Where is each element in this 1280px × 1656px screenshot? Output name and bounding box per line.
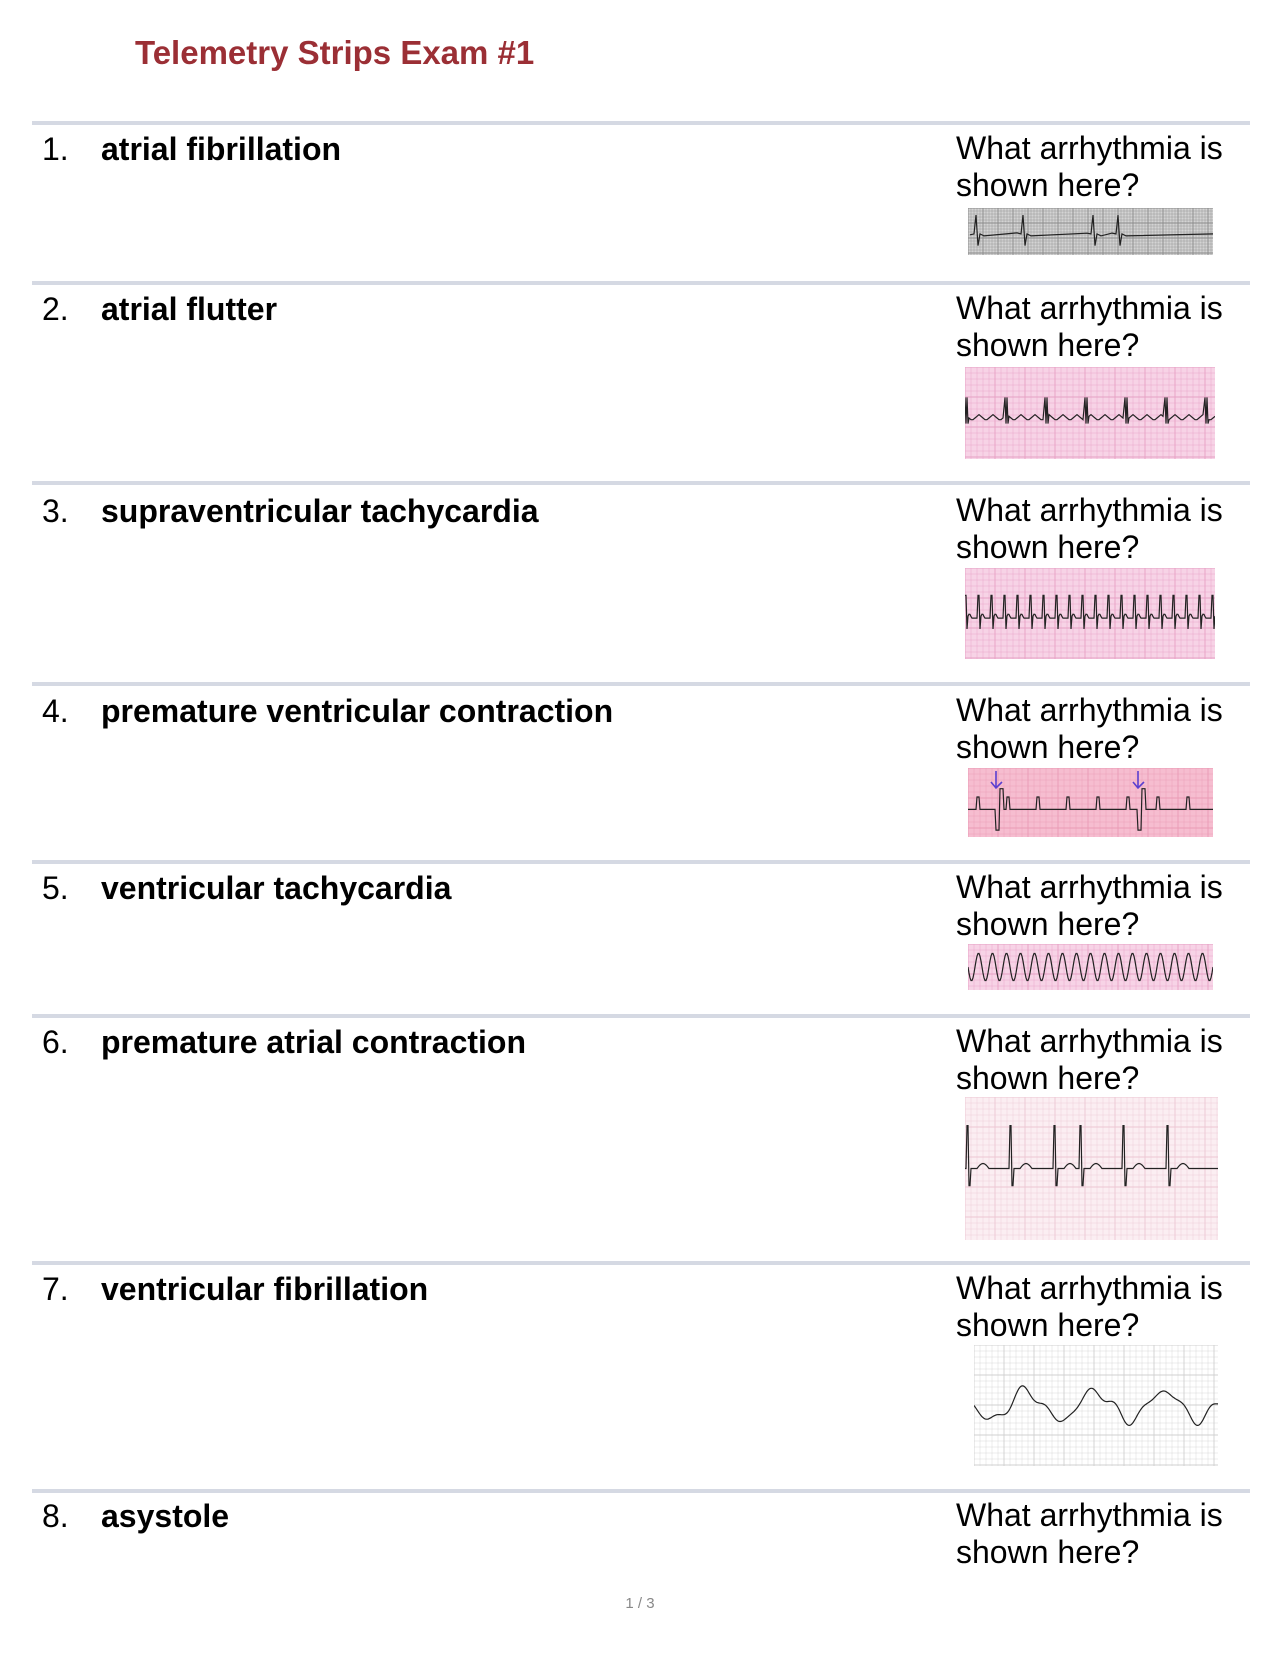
question-number: 4. <box>42 693 69 729</box>
answer-text: premature atrial contraction <box>101 1024 526 1060</box>
row-divider <box>32 682 1250 686</box>
vfib-ecg-strip <box>974 1345 1218 1466</box>
pvc-ecg-strip <box>968 768 1213 837</box>
question-prompt: What arrhythmia is shown here? <box>956 492 1223 565</box>
row-divider <box>32 1261 1250 1265</box>
arrow-icon <box>1132 771 1145 790</box>
answer-text: atrial flutter <box>101 291 278 327</box>
question-prompt: What arrhythmia is shown here? <box>956 869 1223 942</box>
row-divider <box>32 121 1250 125</box>
atrial-fibrillation-ecg-strip <box>968 208 1213 255</box>
question-number: 2. <box>42 291 69 327</box>
question-prompt: What arrhythmia is shown here? <box>956 1023 1223 1096</box>
arrow-icon <box>990 771 1003 790</box>
vtach-ecg-strip <box>968 944 1213 990</box>
svt-ecg-strip <box>965 568 1215 659</box>
question-number: 7. <box>42 1271 69 1307</box>
answer-text: asystole <box>101 1498 230 1534</box>
question-number: 3. <box>42 493 69 529</box>
pac-ecg-strip <box>965 1097 1218 1240</box>
question-number: 6. <box>42 1024 69 1060</box>
question-prompt: What arrhythmia is shown here? <box>956 1497 1223 1570</box>
answer-text: premature ventricular contraction <box>101 693 614 729</box>
question-prompt: What arrhythmia is shown here? <box>956 1270 1223 1343</box>
answer-text: supraventricular tachycardia <box>101 493 539 529</box>
row-divider <box>32 281 1250 285</box>
question-prompt: What arrhythmia is shown here? <box>956 130 1223 203</box>
row-divider <box>32 481 1250 485</box>
answer-text: ventricular tachycardia <box>101 870 452 906</box>
answer-text: atrial fibrillation <box>101 131 342 167</box>
row-divider <box>32 1489 1250 1493</box>
page-indicator: 1 / 3 <box>625 1595 655 1612</box>
row-divider <box>32 1014 1250 1018</box>
atrial-flutter-ecg-strip <box>965 367 1215 459</box>
page-title: Telemetry Strips Exam #1 <box>135 34 535 71</box>
answer-text: ventricular fibrillation <box>101 1271 429 1307</box>
question-prompt: What arrhythmia is shown here? <box>956 290 1223 363</box>
question-number: 8. <box>42 1498 69 1534</box>
question-number: 5. <box>42 870 69 906</box>
row-divider <box>32 860 1250 864</box>
question-number: 1. <box>42 131 69 167</box>
question-prompt: What arrhythmia is shown here? <box>956 692 1223 765</box>
